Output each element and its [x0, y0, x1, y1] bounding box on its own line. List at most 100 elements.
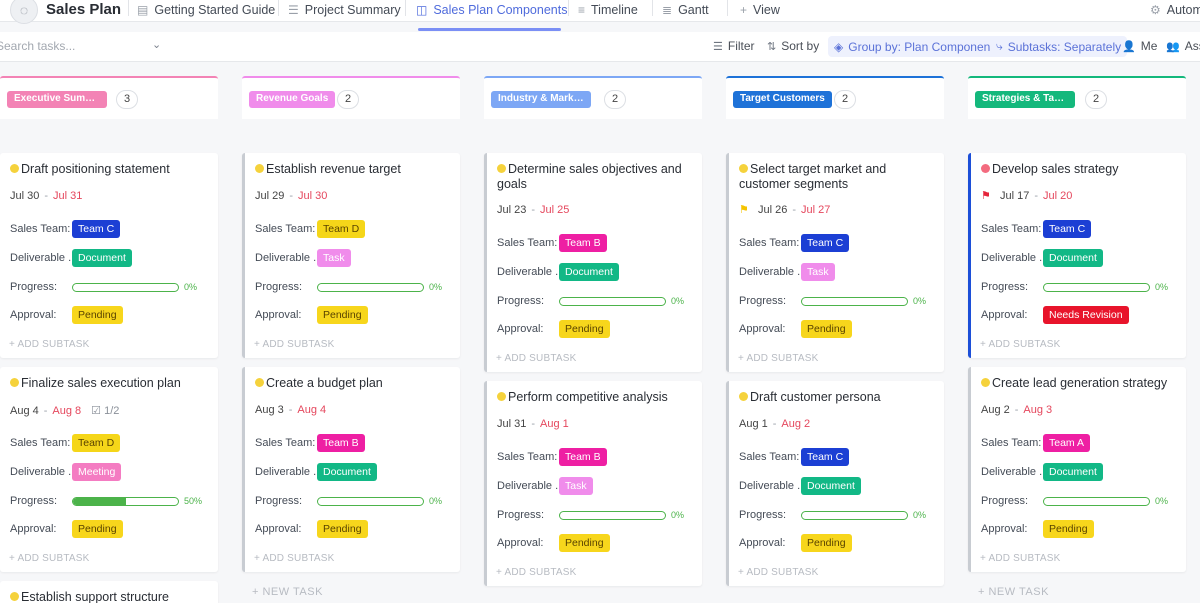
task-card[interactable]: Finalize sales execution plan Aug 4- Aug … [0, 367, 218, 572]
status-icon[interactable] [981, 164, 990, 173]
task-title[interactable]: Finalize sales execution plan [21, 376, 181, 390]
status-icon[interactable] [10, 592, 19, 601]
status-icon[interactable] [10, 164, 19, 173]
group-label[interactable]: Strategies & Tactics [975, 91, 1075, 108]
team-pill[interactable]: Team B [559, 448, 607, 466]
status-icon[interactable] [255, 378, 264, 387]
add-subtask-button[interactable]: + ADD SUBTASK [738, 567, 819, 578]
approval-pill[interactable]: Pending [72, 520, 123, 538]
me-filter-button[interactable]: 👤 Me [1122, 39, 1158, 53]
status-icon[interactable] [497, 392, 506, 401]
status-icon[interactable] [739, 392, 748, 401]
sort-button[interactable]: ⇅ Sort by [767, 39, 820, 53]
group-by-button[interactable]: ◈ Group by: Plan Components [828, 36, 1006, 57]
deliverable-pill[interactable]: Task [559, 477, 593, 495]
task-title[interactable]: Develop sales strategy [992, 162, 1119, 176]
task-card[interactable]: Select target market and customer segmen… [726, 153, 944, 372]
approval-pill[interactable]: Pending [1043, 520, 1094, 538]
task-title[interactable]: Create lead generation strategy [992, 376, 1168, 390]
add-subtask-button[interactable]: + ADD SUBTASK [254, 339, 335, 350]
status-icon[interactable] [497, 164, 506, 173]
task-card[interactable]: Determine sales objectives and goals Jul… [484, 153, 702, 372]
approval-pill[interactable]: Pending [559, 534, 610, 552]
add-subtask-button[interactable]: + ADD SUBTASK [496, 567, 577, 578]
team-pill[interactable]: Team A [1043, 434, 1091, 452]
task-card[interactable]: Develop sales strategy ⚑ Jul 17- Jul 20 Sa… [968, 153, 1186, 358]
task-card[interactable]: Create a budget plan Aug 3- Aug 4 Sales T… [242, 367, 460, 572]
deliverable-pill[interactable]: Document [317, 463, 377, 481]
team-pill[interactable]: Team D [317, 220, 366, 238]
flag-icon[interactable]: ⚑ [981, 190, 991, 202]
approval-pill[interactable]: Pending [317, 306, 368, 324]
task-dates[interactable]: Aug 3- Aug 4 [255, 404, 327, 416]
approval-pill[interactable]: Pending [801, 534, 852, 552]
filter-button[interactable]: ☰ Filter [713, 39, 755, 53]
task-title[interactable]: Draft customer persona [750, 390, 881, 404]
team-pill[interactable]: Team C [1043, 220, 1092, 238]
task-title[interactable]: Perform competitive analysis [508, 390, 668, 404]
add-subtask-button[interactable]: + ADD SUBTASK [980, 339, 1061, 350]
chevron-down-icon[interactable]: ⌄ [152, 39, 162, 51]
assignees-button[interactable]: 👥Assi [1166, 39, 1200, 53]
task-card[interactable]: Establish revenue target Jul 29- Jul 30 S… [242, 153, 460, 358]
deliverable-pill[interactable]: Document [72, 249, 132, 267]
tab-gantt[interactable]: ≣ Gantt [662, 3, 709, 17]
task-dates[interactable]: ⚑ Jul 26- Jul 27 [739, 204, 831, 216]
status-icon[interactable] [981, 378, 990, 387]
task-dates[interactable]: Jul 30- Jul 31 [10, 190, 83, 202]
tab-timeline[interactable]: ≡ Timeline [578, 3, 638, 17]
approval-pill[interactable]: Pending [801, 320, 852, 338]
approval-pill[interactable]: Pending [317, 520, 368, 538]
new-task-button[interactable]: + NEW TASK [252, 586, 323, 598]
new-task-button[interactable]: + NEW TASK [978, 586, 1049, 598]
add-subtask-button[interactable]: + ADD SUBTASK [254, 553, 335, 564]
deliverable-pill[interactable]: Meeting [72, 463, 122, 481]
group-label[interactable]: Revenue Goals [249, 91, 336, 108]
task-dates[interactable]: ⚑ Jul 17- Jul 20 [981, 190, 1073, 202]
group-label[interactable]: Target Customers [733, 91, 832, 108]
add-subtask-button[interactable]: + ADD SUBTASK [9, 339, 90, 350]
team-pill[interactable]: Team C [801, 234, 850, 252]
approval-pill[interactable]: Needs Revision [1043, 306, 1129, 324]
task-card[interactable]: Draft positioning statement Jul 30- Jul 3… [0, 153, 218, 358]
team-pill[interactable]: Team D [72, 434, 121, 452]
task-dates[interactable]: Jul 29- Jul 30 [255, 190, 328, 202]
deliverable-pill[interactable]: Document [801, 477, 861, 495]
status-icon[interactable] [10, 378, 19, 387]
task-title[interactable]: Create a budget plan [266, 376, 383, 390]
task-title[interactable]: Establish revenue target [266, 162, 401, 176]
flag-icon[interactable]: ⚑ [739, 204, 749, 216]
team-pill[interactable]: Team C [801, 448, 850, 466]
status-icon[interactable] [255, 164, 264, 173]
task-dates[interactable]: Jul 31- Aug 1 [497, 418, 569, 430]
subtasks-button[interactable]: ⤷ Subtasks: Separately [990, 36, 1128, 57]
deliverable-pill[interactable]: Document [559, 263, 619, 281]
space-icon[interactable]: ◌ [10, 0, 38, 24]
task-card[interactable]: Draft customer persona Aug 1- Aug 2 Sales… [726, 381, 944, 586]
add-view-button[interactable]: + View [740, 3, 780, 17]
task-title[interactable]: Establish support structure [21, 590, 169, 603]
tab-sales-plan-components[interactable]: ◫ Sales Plan Components [416, 3, 568, 17]
add-subtask-button[interactable]: + ADD SUBTASK [9, 553, 90, 564]
add-subtask-button[interactable]: + ADD SUBTASK [980, 553, 1061, 564]
task-dates[interactable]: Aug 2- Aug 3 [981, 404, 1053, 416]
team-pill[interactable]: Team B [317, 434, 365, 452]
add-subtask-button[interactable]: + ADD SUBTASK [496, 353, 577, 364]
tab-project-summary[interactable]: ☰ Project Summary [288, 3, 401, 17]
task-title[interactable]: Select target market and customer segmen… [739, 162, 887, 191]
task-card[interactable]: Create lead generation strategy Aug 2- Au… [968, 367, 1186, 572]
deliverable-pill[interactable]: Task [801, 263, 835, 281]
deliverable-pill[interactable]: Document [1043, 249, 1103, 267]
task-card[interactable]: Establish support structure [0, 581, 218, 603]
task-dates[interactable]: Jul 23- Jul 25 [497, 204, 570, 216]
approval-pill[interactable]: Pending [72, 306, 123, 324]
task-dates[interactable]: Aug 1- Aug 2 [739, 418, 811, 430]
search-input[interactable]: Search tasks... [0, 39, 76, 53]
group-label[interactable]: Executive Summary [7, 91, 107, 108]
automation-button[interactable]: ⚙ Autom [1150, 3, 1200, 17]
task-card[interactable]: Perform competitive analysis Jul 31- Aug … [484, 381, 702, 586]
deliverable-pill[interactable]: Task [317, 249, 351, 267]
group-label[interactable]: Industry & Market... [491, 91, 591, 108]
task-title[interactable]: Determine sales objectives and goals [497, 162, 682, 191]
status-icon[interactable] [739, 164, 748, 173]
